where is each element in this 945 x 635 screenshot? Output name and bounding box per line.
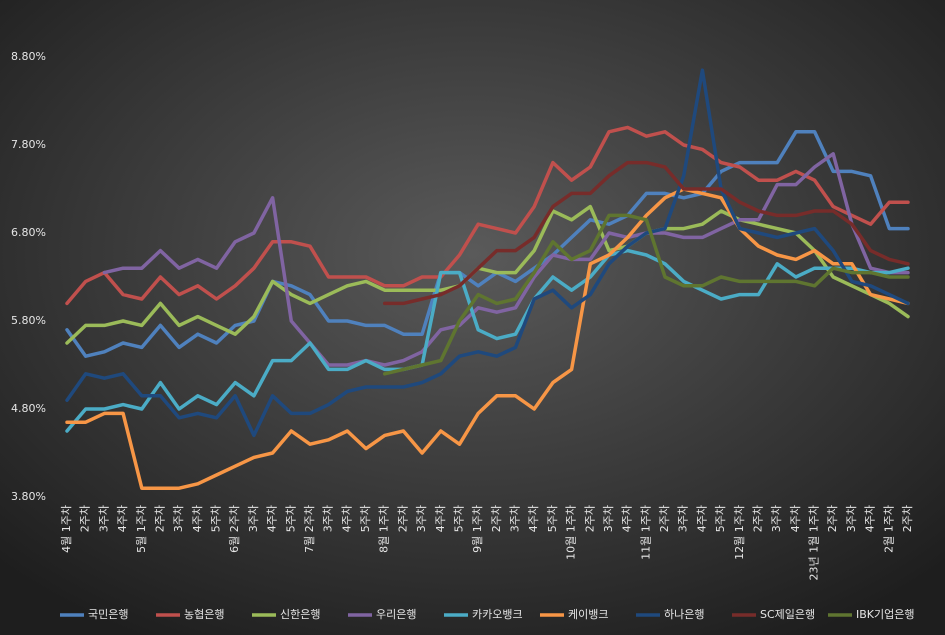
x-tick-label: 6월 2주차	[228, 505, 241, 553]
x-tick-label: 3주차	[509, 505, 522, 532]
x-tick-label: 3주차	[770, 505, 783, 532]
x-tick-label: 3주차	[845, 505, 858, 532]
x-tick-label: 5주차	[210, 505, 223, 532]
x-tick-label: 2주차	[826, 505, 839, 532]
x-tick-label: 7월 2주차	[303, 505, 316, 553]
x-tick-label: 4주차	[864, 505, 877, 532]
x-tick-label: 4월 1주차	[60, 505, 73, 553]
x-tick-label: 2주차	[901, 505, 914, 532]
series-line	[65, 68, 910, 438]
x-tick-label: 3주차	[602, 505, 615, 532]
y-tick-label: 7.80%	[11, 138, 46, 151]
y-tick-label: 5.80%	[11, 314, 46, 327]
x-tick-label: 5주차	[546, 505, 559, 532]
x-tick-label: 3주차	[415, 505, 428, 532]
x-tick-label: 4주차	[527, 505, 540, 532]
x-tick-label: 2주차	[396, 505, 409, 532]
series-line	[382, 213, 910, 376]
legend-label: SC제일은행	[760, 607, 815, 621]
x-tick-label: 2주차	[490, 505, 503, 532]
x-tick-label: 4주차	[191, 505, 204, 532]
x-tick-label: 2월 1주차	[882, 505, 895, 553]
legend-label: 카카오뱅크	[472, 608, 523, 621]
x-tick-label: 8월 1주차	[378, 505, 391, 553]
x-tick-label: 5주차	[359, 505, 372, 532]
x-tick-label: 4주차	[340, 505, 353, 532]
x-tick-label: 4주차	[116, 505, 129, 532]
x-tick-label: 2주차	[583, 505, 596, 532]
x-tick-label: 3주차	[322, 505, 335, 532]
series-line	[65, 187, 910, 490]
x-tick-label: 4주차	[695, 505, 708, 532]
series-line	[102, 152, 910, 367]
x-tick-label: 2주차	[153, 505, 166, 532]
x-tick-label: 10월 1주차	[565, 505, 578, 560]
x-tick-label: 2주차	[79, 505, 92, 532]
legend-label: 농협은행	[184, 608, 224, 621]
legend-label: 우리은행	[376, 608, 416, 621]
series-line	[65, 130, 910, 358]
series-line	[382, 160, 910, 306]
legend-label: 하나은행	[664, 607, 704, 621]
x-tick-label: 5주차	[714, 505, 727, 532]
x-tick-label: 2주차	[751, 505, 764, 532]
x-tick-label: 3주차	[677, 505, 690, 532]
series-line	[65, 125, 910, 306]
x-tick-label: 9월 1주차	[471, 505, 484, 553]
series-line	[65, 248, 910, 433]
x-tick-label: 4주차	[266, 505, 279, 532]
x-tick-label: 5주차	[452, 505, 465, 532]
x-tick-label: 5주차	[284, 505, 297, 532]
series-line	[65, 204, 910, 345]
y-tick-label: 8.80%	[11, 50, 46, 63]
x-tick-label: 23년 1월 1주차	[808, 505, 821, 580]
y-tick-label: 3.80%	[11, 490, 46, 503]
legend-label: IBK기업은행	[856, 608, 914, 621]
x-tick-label: 12월 1주차	[733, 505, 746, 560]
x-tick-label: 4주차	[434, 505, 447, 532]
x-tick-label: 2주차	[658, 505, 671, 532]
x-tick-label: 3주차	[172, 505, 185, 532]
x-tick-label: 4주차	[789, 505, 802, 532]
x-tick-label: 3주차	[247, 505, 260, 532]
x-tick-label: 11월 1주차	[639, 505, 652, 560]
y-tick-label: 4.80%	[11, 402, 46, 415]
y-tick-label: 6.80%	[11, 226, 46, 239]
legend-label: 케이뱅크	[568, 608, 608, 621]
x-tick-label: 3주차	[97, 505, 110, 532]
legend-label: 국민은행	[88, 608, 128, 621]
x-tick-label: 5월 1주차	[135, 505, 148, 553]
legend: 국민은행 농협은행 신한은행 우리은행 카카오뱅크 케이뱅크 하나은행 SC제일은행 IBK기업…	[60, 607, 914, 621]
legend-label: 신한은행	[280, 608, 320, 621]
x-tick-label: 4주차	[621, 505, 634, 532]
